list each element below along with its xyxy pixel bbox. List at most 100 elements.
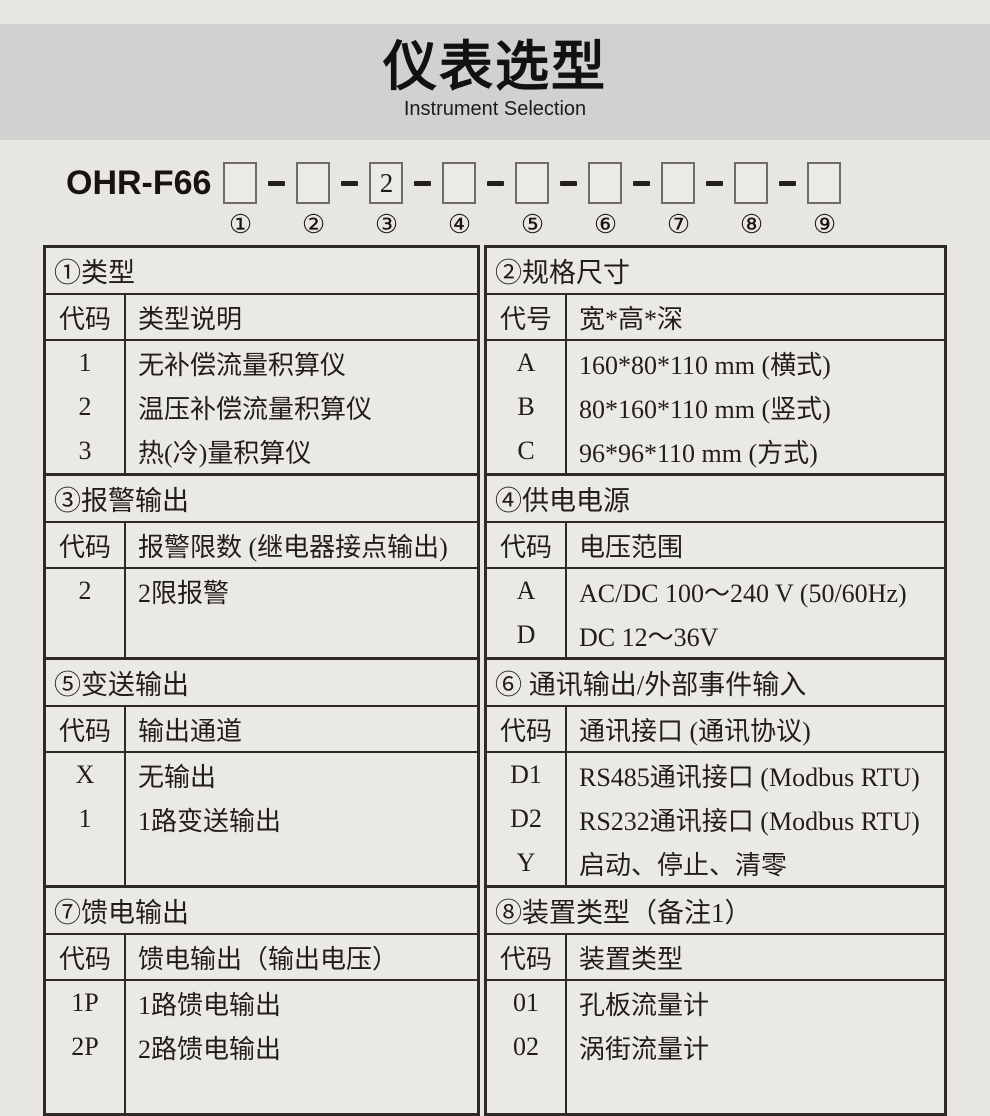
desc-cells: RS485通讯接口 (Modbus RTU) RS232通讯接口 (Modbus… [567,753,944,885]
instrument-selection-page: { "header": { "title": "仪表选型", "subtitle… [0,24,990,1116]
code-column-header: 代码 [487,935,567,979]
code-cell: D1 [510,760,542,789]
desc-column-header: 类型说明 [138,304,243,334]
section-communication: ⑥ 通讯输出/外部事件输入 代码 通讯接口 (通讯协议) D1 D2 Y RS4… [487,657,944,885]
column-header-row: 代码 类型说明 [46,295,477,341]
code-rows: X 1 无输出 1路变送输出 [46,753,477,885]
position-number: ⑦ [666,210,691,239]
desc-column-header: 装置类型 [579,944,684,974]
code-column-header: 代码 [487,707,567,751]
code-cells: 1 2 3 [46,341,126,473]
section-title: ⑧装置类型（备注1） [487,888,944,935]
code-cell: 1P [71,988,99,1017]
code-cells: D1 D2 Y [487,753,567,885]
desc-cell: 涡街流量计 [579,1034,710,1064]
section-transmit-output: ⑤变送输出 代码 输出通道 X 1 无输出 1路变送输出 [46,657,477,885]
model-box [442,162,477,204]
desc-cell: 2限报警 [138,578,230,608]
desc-column-header: 宽*高*深 [579,304,684,334]
desc-cells: 160*80*110 mm (横式) 80*160*110 mm (竖式) 96… [567,341,944,473]
desc-cell: 无补偿流量积算仪 [138,350,347,380]
code-cell: B [517,392,535,421]
position-number: ⑨ [812,210,837,239]
desc-cells: 1路馈电输出 2路馈电输出 [126,981,477,1113]
code-cells: A B C [487,341,567,473]
desc-cell: RS485通讯接口 (Modbus RTU) [579,762,920,792]
code-cell: D [516,620,536,649]
desc-cell: RS232通讯接口 (Modbus RTU) [579,806,920,836]
column-header-row: 代码 电压范围 [487,523,944,569]
model-box [296,162,331,204]
dash-separator [633,181,651,186]
desc-cell: 80*160*110 mm (竖式) [579,394,831,424]
dash-separator [706,181,724,186]
code-cells: A D [487,569,567,657]
desc-cells: AC/DC 100～240 V (50/60Hz) DC 12～36V [567,569,944,657]
code-cells: 01 02 [487,981,567,1113]
desc-cell: 无输出 [138,762,217,792]
code-column-header: 代码 [46,935,126,979]
model-position-5: ⑤ [515,162,550,238]
desc-cell: DC 12～36V [579,622,719,652]
dash-separator [560,181,578,186]
selection-table: ①类型 代码 类型说明 1 2 3 无补偿流量积算仪 温压补偿流量积算仪 热(冷… [43,245,990,1116]
desc-column-header: 电压范围 [579,532,684,562]
position-number: ④ [447,210,472,239]
section-power-supply: ④供电电源 代码 电压范围 A D AC/DC 100～240 V (50/60… [487,473,944,657]
code-cell: 02 [513,1032,539,1061]
desc-cell: 热(冷)量积算仪 [138,438,312,468]
code-cell: 1 [78,348,92,377]
desc-cell: 孔板流量计 [579,990,710,1020]
column-header-row: 代码 输出通道 [46,707,477,753]
desc-cells: 无输出 1路变送输出 [126,753,477,885]
section-title: ⑦馈电输出 [46,888,477,935]
dash-separator [779,181,797,186]
model-position-3: 2 ③ [369,162,404,239]
code-cell: 1 [78,804,92,833]
desc-cell: 160*80*110 mm (横式) [579,350,831,380]
section-title: ⑥ 通讯输出/外部事件输入 [487,660,944,707]
model-code-row: OHR-F66 ① ② 2 ③ ④ ⑤ ⑥ ⑦ ⑧ ⑨ [66,162,990,238]
code-rows: 1 2 3 无补偿流量积算仪 温压补偿流量积算仪 热(冷)量积算仪 [46,341,477,473]
code-cell: C [517,436,535,465]
column-header-row: 代码 报警限数 (继电器接点输出) [46,523,477,569]
model-position-2: ② [296,162,331,239]
code-column-header: 代号 [487,295,567,339]
code-rows: 1P 2P 1路馈电输出 2路馈电输出 [46,981,477,1113]
model-box [223,162,258,204]
table-left-column: ①类型 代码 类型说明 1 2 3 无补偿流量积算仪 温压补偿流量积算仪 热(冷… [43,245,480,1116]
code-cell: A [516,576,536,605]
section-title: ①类型 [46,248,477,295]
desc-cells: 无补偿流量积算仪 温压补偿流量积算仪 热(冷)量积算仪 [126,341,477,473]
code-column-header: 代码 [46,707,126,751]
code-cell: 01 [513,988,539,1017]
model-box: 2 [369,162,404,204]
position-number: ⑧ [739,210,764,239]
position-number: ② [301,210,326,239]
code-cell: X [75,760,95,789]
desc-cell: 温压补偿流量积算仪 [138,394,373,424]
model-position-9: ⑨ [807,162,842,239]
code-rows: A B C 160*80*110 mm (横式) 80*160*110 mm (… [487,341,944,473]
page-title: 仪表选型 [383,37,607,97]
desc-cells: 2限报警 [126,569,477,657]
code-cell: D2 [510,804,542,833]
column-header-row: 代号 宽*高*深 [487,295,944,341]
desc-column-header: 通讯接口 (通讯协议) [579,716,811,746]
table-right-column: ②规格尺寸 代号 宽*高*深 A B C 160*80*110 mm (横式) … [484,245,947,1116]
code-cell: Y [516,848,536,877]
code-cells: X 1 [46,753,126,885]
model-position-1: ① [223,162,258,238]
section-feed-output: ⑦馈电输出 代码 馈电输出（输出电压） 1P 2P 1路馈电输出 2路馈电输出 [46,885,477,1113]
desc-cell: 1路馈电输出 [138,990,282,1020]
model-box [588,162,623,204]
section-alarm-output: ③报警输出 代码 报警限数 (继电器接点输出) 2 2限报警 [46,473,477,657]
code-rows: D1 D2 Y RS485通讯接口 (Modbus RTU) RS232通讯接口… [487,753,944,885]
model-prefix: OHR-F66 [66,164,212,202]
code-column-header: 代码 [46,523,126,567]
section-title: ③报警输出 [46,476,477,523]
model-box [515,162,550,204]
code-cell: 2P [71,1032,99,1061]
model-position-4: ④ [442,162,477,239]
position-number: ③ [374,210,399,239]
